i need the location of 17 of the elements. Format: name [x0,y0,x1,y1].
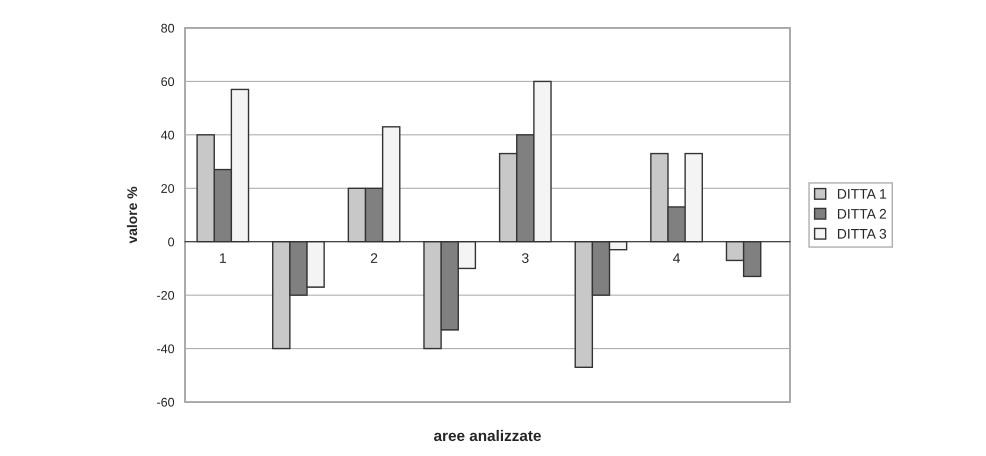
x-tick-label: 2 [370,253,378,263]
x-axis-title: aree analizzate [434,430,541,442]
y-tick-label: -60 [157,398,174,407]
y-tick-label: 40 [160,130,174,140]
y-tick-label: -40 [157,344,174,354]
legend-label: DITTA 1 [838,189,886,199]
y-tick-label: 80 [161,24,174,33]
y-tick-label: 0 [168,238,174,246]
x-tick-label: 4 [673,253,680,263]
x-tick-label: 1 [220,253,226,263]
legend-label: DITTA 2 [838,208,886,219]
y-tick-label: 20 [161,184,174,193]
y-axis-title: valore % [126,186,138,244]
y-tick-label: -20 [157,290,174,300]
y-tick-label: 60 [161,77,174,86]
x-tick-label: 3 [522,253,529,264]
legend-label: DITTA 3 [838,228,886,239]
